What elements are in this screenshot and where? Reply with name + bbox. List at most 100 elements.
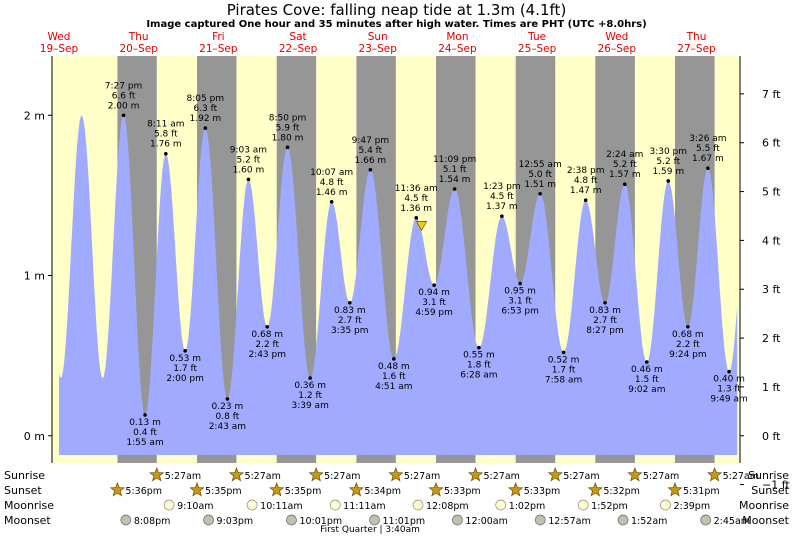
right-tick-label: 2 ft: [762, 332, 781, 345]
moonset-row-label: Moonset: [4, 514, 51, 527]
extreme-label: 0.95 m: [504, 287, 536, 297]
sunrise-time: 5:27am: [244, 471, 280, 482]
extreme-label: 2.2 ft: [255, 340, 279, 350]
extreme-label: 1.54 m: [439, 175, 471, 185]
extreme-label: 1:55 am: [126, 438, 163, 448]
moonset-icon: [534, 514, 546, 526]
sunrise-time: 5:27am: [563, 471, 599, 482]
extreme-label: 7:27 pm: [105, 81, 143, 91]
extreme-label: 1.3 ft: [717, 385, 741, 395]
moonset-icon: [617, 514, 629, 526]
extreme-label: 5.2 ft: [237, 155, 261, 165]
moonrise-time: 10:11am: [260, 501, 302, 512]
day-date: 24–Sep: [438, 43, 477, 55]
extreme-label: 4.8 ft: [574, 176, 598, 186]
moonset-time: 12:57am: [548, 516, 590, 527]
sunrise-row-label: Sunrise: [4, 469, 45, 482]
moonset-time: 11:01pm: [382, 516, 425, 527]
extreme-label: 5.5 ft: [696, 144, 720, 154]
sunset-time: 5:33pm: [444, 486, 481, 497]
extreme-label: 3:30 pm: [649, 147, 687, 157]
extreme-point: [183, 349, 187, 353]
tide-curve: [59, 115, 738, 456]
extreme-label: 2:24 am: [606, 150, 643, 160]
day-name: Wed: [605, 31, 628, 43]
extreme-label: 5.2 ft: [656, 157, 680, 167]
extreme-label: 6:53 pm: [501, 307, 539, 317]
extreme-point: [706, 166, 710, 170]
extreme-label: 1.51 m: [524, 180, 556, 190]
extreme-point: [265, 324, 270, 329]
moonrise-icon: [329, 499, 341, 511]
extreme-point: [285, 145, 290, 150]
extreme-label: 5.2 ft: [613, 160, 637, 170]
day-name: Mon: [446, 31, 468, 43]
sunset-star-icon: [428, 482, 444, 497]
extreme-label: 0.68 m: [251, 330, 283, 340]
moonrise-time: 11:11am: [343, 501, 385, 512]
extreme-label: 1.57 m: [609, 170, 641, 180]
extreme-point: [727, 369, 731, 374]
tide-area: [59, 115, 738, 456]
sunrise-star-icon: [467, 467, 484, 482]
day-date: 20–Sep: [119, 43, 158, 55]
sunrise-time: 5:27am: [643, 471, 679, 482]
extreme-label: 0.52 m: [548, 355, 580, 365]
sunrise-star-icon: [706, 467, 723, 482]
sunrise-time: 5:27am: [723, 471, 759, 482]
extreme-label: 9:49 am: [710, 395, 747, 405]
left-tick-label: 2 m: [24, 109, 45, 122]
current-tide-marker: [415, 221, 428, 232]
sunrise-star-icon: [627, 467, 643, 482]
current-tide-icon: [415, 221, 428, 232]
sunset-time: 5:34pm: [364, 486, 401, 497]
extreme-point: [538, 192, 542, 196]
sunset-star-icon: [508, 482, 524, 497]
moonrise-time: 12:08pm: [426, 501, 469, 512]
axes: 0 m 1 m 2 m −1 ft 0 ft 1 ft 2 ft 3 ft 4 ft 5 ft 6 …: [24, 56, 790, 492]
moonrise-icon: [246, 499, 258, 511]
extreme-point: [225, 397, 230, 401]
sunset-time: 5:35pm: [205, 486, 242, 497]
right-tick-label: 3 ft: [762, 283, 781, 296]
extreme-label: 3.1 ft: [422, 298, 446, 308]
extreme-point: [164, 151, 168, 156]
right-tick-label: 0 ft: [762, 430, 781, 443]
moonset-time: 10:01pm: [299, 516, 342, 527]
extreme-label: 0.46 m: [631, 365, 663, 375]
moonrise-icon: [577, 499, 589, 511]
moonset-icon: [120, 514, 132, 526]
moonrise-icon: [660, 499, 671, 511]
extreme-label: 0.55 m: [463, 351, 495, 361]
sunrise-star-icon: [149, 467, 165, 482]
day-name: Thu: [128, 31, 149, 43]
day-name: Sun: [368, 31, 388, 43]
sunset-star-icon: [269, 482, 285, 497]
extreme-label: 0.8 ft: [216, 412, 240, 422]
extreme-label: 0.4 ft: [133, 428, 157, 438]
extreme-label: 0.40 m: [713, 375, 745, 385]
extreme-point: [246, 177, 251, 182]
moonset-icon: [203, 514, 214, 526]
extreme-point: [452, 187, 457, 191]
extreme-label: 1.7 ft: [173, 364, 197, 374]
sunrise-star-icon: [308, 467, 324, 482]
extreme-label: 8:50 pm: [269, 113, 307, 123]
moonset-icon: [700, 514, 711, 526]
extreme-label: 1.37 m: [486, 202, 518, 212]
moonset-time: 12:00am: [465, 516, 507, 527]
sunset-star-icon: [348, 482, 364, 497]
day-date: 27–Sep: [677, 43, 716, 55]
sunrise-star-icon: [547, 467, 563, 482]
moonset-icon: [369, 514, 380, 526]
extreme-point: [644, 360, 649, 364]
extreme-label: 2:43 pm: [248, 350, 286, 360]
sunset-star-icon: [587, 482, 603, 497]
moonset-time: 1:52am: [631, 516, 667, 527]
sunset-star-icon: [109, 482, 126, 497]
extreme-label: 2.2 ft: [676, 340, 700, 350]
extreme-label: 1.76 m: [150, 140, 182, 150]
sunrise-time: 5:27am: [324, 471, 360, 482]
